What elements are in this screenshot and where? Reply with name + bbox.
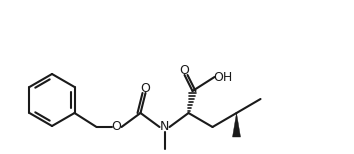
Polygon shape	[233, 113, 240, 137]
Text: OH: OH	[213, 71, 232, 83]
Text: N: N	[160, 120, 169, 134]
Text: O: O	[112, 120, 121, 134]
Text: O: O	[141, 81, 150, 95]
Text: O: O	[179, 63, 189, 77]
